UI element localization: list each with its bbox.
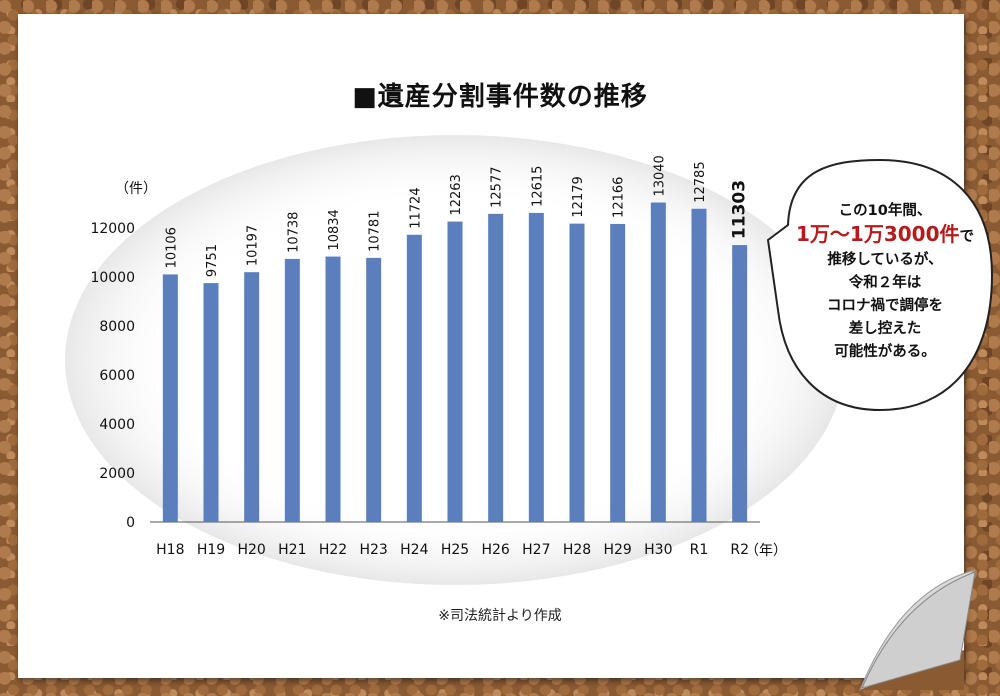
bar-H24 <box>406 234 422 522</box>
speech-bubble <box>766 158 994 412</box>
bar-R1 <box>691 208 707 522</box>
x-tick-label: H28 <box>563 542 591 558</box>
data-label-R1: 12785 <box>693 161 708 202</box>
bar-H26 <box>488 213 504 522</box>
chart-title: ■遺産分割事件数の推移 <box>352 82 648 112</box>
x-tick-label: H25 <box>441 542 469 558</box>
bar-H20 <box>244 272 260 522</box>
bar-H27 <box>528 212 544 522</box>
bar-H29 <box>610 223 626 523</box>
x-tick-label: H18 <box>156 542 184 558</box>
y-tick-label: 6000 <box>99 368 135 384</box>
data-label-H25: 12263 <box>449 174 464 215</box>
y-tick-label: 12000 <box>90 221 135 237</box>
data-label-H18: 10106 <box>164 227 179 268</box>
y-tick-label: 10000 <box>90 270 135 286</box>
y-tick-label: 0 <box>126 515 135 531</box>
bubble-text: この10年間、 1万～1万3000件で 推移しているが、 令和２年は コロナ禍で… <box>790 200 980 364</box>
data-label-H26: 12577 <box>490 167 505 208</box>
data-label-H30: 13040 <box>652 155 667 196</box>
y-tick-label: 4000 <box>99 417 135 433</box>
x-tick-label: H29 <box>603 542 631 558</box>
bar-H18 <box>162 274 178 522</box>
bar-H22 <box>325 256 341 522</box>
x-tick-label: R1 <box>690 542 709 558</box>
x-tick-label: H20 <box>237 542 265 558</box>
x-tick-label: H24 <box>400 542 428 558</box>
bubble-line-4: 令和２年は <box>848 275 922 291</box>
y-axis-label: （件） <box>115 181 157 197</box>
bubble-highlight: 1万～1万3000件 <box>796 222 960 246</box>
x-tick-label: R2 <box>730 542 749 558</box>
x-tick-label: H27 <box>522 542 550 558</box>
data-label-H22: 10834 <box>327 209 342 250</box>
bubble-line-3: 推移しているが、 <box>827 252 943 268</box>
bar-H19 <box>203 283 219 522</box>
bar-H30 <box>650 202 666 522</box>
bar-H21 <box>284 258 300 522</box>
bubble-line-7: 可能性がある。 <box>834 344 936 360</box>
bar-H23 <box>366 257 382 522</box>
bubble-line-5: コロナ禍で調停を <box>827 298 943 314</box>
x-tick-label: H30 <box>644 542 672 558</box>
bubble-line-6: 差し控えた <box>848 321 922 337</box>
bubble-line-1: この10年間、 <box>838 203 932 219</box>
bar-R2 <box>732 245 748 522</box>
data-label-H20: 10197 <box>246 225 261 266</box>
bubble-suffix: で <box>959 229 975 245</box>
x-axis-label: （年） <box>745 543 787 559</box>
x-tick-label: H23 <box>359 542 387 558</box>
x-tick-label: H26 <box>481 542 509 558</box>
data-label-H27: 12615 <box>530 166 545 207</box>
bar-H25 <box>447 221 463 522</box>
source-note: ※司法統計より作成 <box>438 608 562 624</box>
data-label-R2: 11303 <box>730 180 750 239</box>
bar-H28 <box>569 223 585 522</box>
data-label-H24: 11724 <box>408 187 423 228</box>
x-tick-label: H22 <box>319 542 347 558</box>
data-label-H21: 10738 <box>286 212 301 253</box>
y-tick-label: 2000 <box>99 466 135 482</box>
data-label-H28: 12179 <box>571 176 586 217</box>
data-label-H19: 9751 <box>205 244 220 277</box>
x-tick-label: H19 <box>197 542 225 558</box>
y-tick-label: 8000 <box>99 319 135 335</box>
x-tick-label: H21 <box>278 542 306 558</box>
data-label-H23: 10781 <box>368 211 383 252</box>
data-label-H29: 12166 <box>612 177 627 218</box>
